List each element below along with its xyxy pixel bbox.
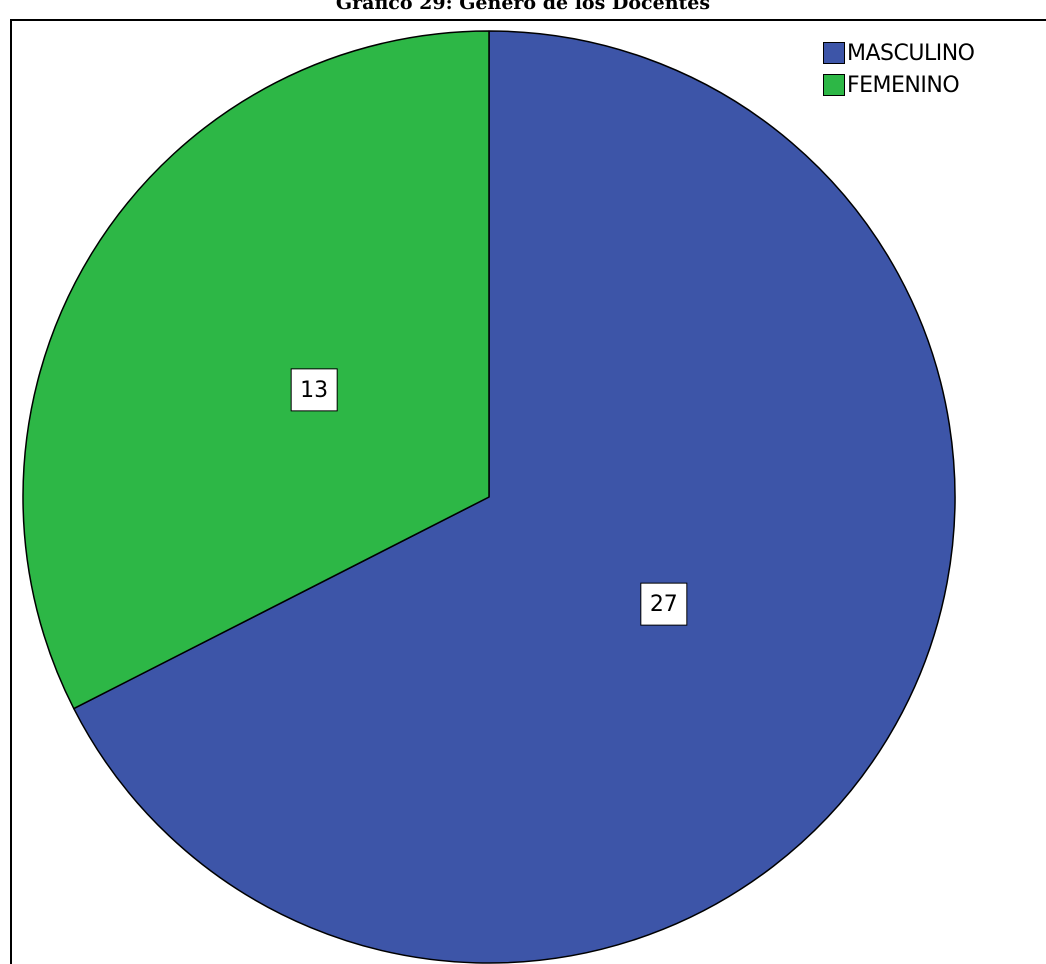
data-label-text-femenino: 13 [300,378,328,403]
legend-label-masculino: MASCULINO [847,40,975,66]
chart-title: Gráfico 29: Género de los Docentes [335,0,711,14]
chart-frame [10,19,1046,964]
pie-slice-masculino [73,30,956,964]
legend-label-femenino: FEMENINO [847,72,960,98]
data-label-text-masculino: 27 [650,592,678,617]
pie-data-labels: 27 13 [290,368,688,626]
legend-item-masculino: MASCULINO [823,37,975,69]
legend: MASCULINO FEMENINO [823,37,975,101]
data-label-femenino: 13 [290,368,338,412]
legend-swatch-masculino [823,42,845,64]
pie-slices [22,30,956,964]
data-label-masculino: 27 [640,582,688,626]
legend-swatch-femenino [823,74,845,96]
data-label-box-masculino [640,582,688,626]
legend-item-femenino: FEMENINO [823,69,974,101]
data-label-box-femenino [290,368,338,412]
pie-slice-femenino [22,30,490,710]
